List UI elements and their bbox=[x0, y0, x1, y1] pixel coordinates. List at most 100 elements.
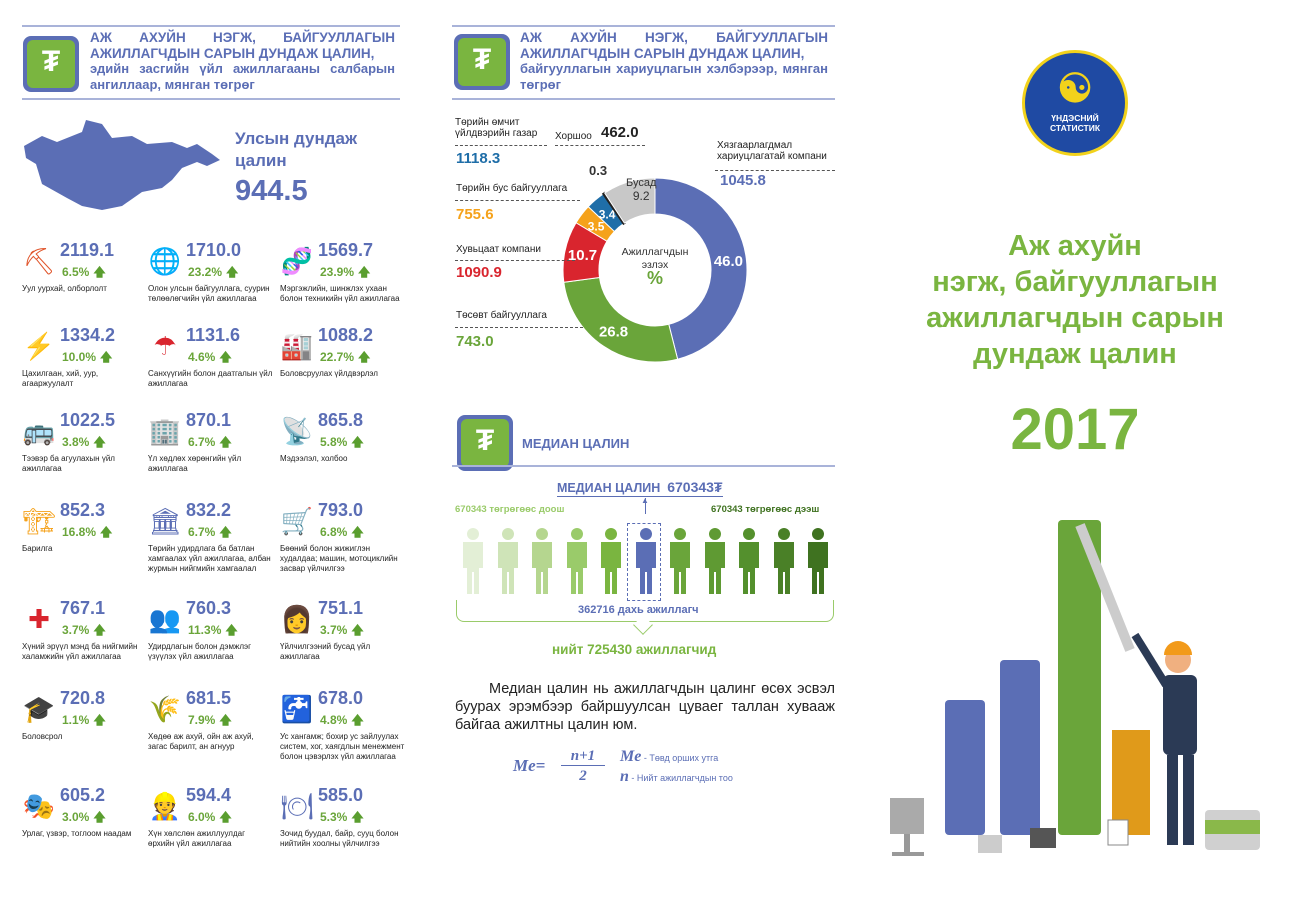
industry-label: Ус хангамж; бохир ус зайлуулах систем, х… bbox=[280, 732, 405, 761]
industry-salary: 2119.1 bbox=[60, 240, 115, 260]
up-arrow-icon: 🡅 bbox=[226, 265, 239, 279]
industry-salary: 678.0 bbox=[318, 688, 364, 708]
employment-donut-chart: 46.0 26.8 10.7 3.53.4 bbox=[562, 177, 748, 363]
industry-salary: 832.2 bbox=[186, 500, 232, 520]
donut-segment-label: 3.4 bbox=[599, 208, 616, 222]
median-section-title: МЕДИАН ЦАЛИН bbox=[522, 436, 630, 451]
salary-hand-icon: ₮ bbox=[23, 36, 79, 92]
painter-bars-illustration bbox=[890, 520, 1260, 856]
donut-center-label: Ажиллагчдын эзлэх % bbox=[605, 246, 705, 288]
up-arrow-icon: 🡅 bbox=[219, 810, 232, 824]
up-arrow-icon: 🡅 bbox=[93, 623, 106, 637]
person-icon bbox=[805, 528, 831, 596]
up-arrow-icon: 🡅 bbox=[351, 623, 364, 637]
industry-salary: 594.4 bbox=[186, 785, 232, 805]
middle-section-title: АЖ АХУЙН НЭГЖ, БАЙГУУЛЛАГЫН АЖИЛЛАГЧДЫН … bbox=[520, 30, 828, 92]
leader-line bbox=[555, 145, 645, 146]
up-arrow-icon: 🡅 bbox=[93, 810, 106, 824]
total-workers-label: нийт 725430 ажиллагчид bbox=[552, 642, 717, 657]
growth-percent: 23.2% bbox=[188, 265, 223, 279]
growth-percent: 6.7% bbox=[188, 525, 216, 539]
above-median-label: 670343 төгрөгөөс дээш bbox=[711, 504, 820, 515]
crane-icon: 🏗 bbox=[22, 506, 56, 536]
header-divider bbox=[452, 465, 835, 467]
industry-item: 🏛 832.2 6.7% 🡅 Төрийн удирдлага ба батлан… bbox=[148, 500, 273, 580]
industry-label: Санхүүгийн болон даатгалын үйл ажиллагаа bbox=[148, 369, 273, 388]
building-key-icon: 🏢 bbox=[148, 416, 182, 446]
title-main: АЖ АХУЙН НЭГЖ, БАЙГУУЛЛАГЫН АЖИЛЛАГЧДЫН … bbox=[520, 30, 828, 61]
segment-salary-budget: 743.0 bbox=[456, 333, 494, 350]
up-arrow-icon: 🡅 bbox=[219, 525, 232, 539]
main-title-line: ажиллагчдын сарын bbox=[926, 302, 1224, 334]
industry-item: 👷 594.4 6.0% 🡅 Хүн хөлслөн ажиллуулдаг өр… bbox=[148, 785, 273, 865]
person-icon bbox=[495, 528, 521, 596]
wheat-sun-icon: 🌾 bbox=[148, 694, 182, 724]
industry-salary: 605.2 bbox=[60, 785, 106, 805]
segment-label-state-owned: Төрийн өмчит үйлдвэрийн газар bbox=[455, 117, 538, 139]
leader-line bbox=[455, 327, 583, 328]
industry-label: Тээвэр ба агуулахын үйл ажиллагаа bbox=[22, 454, 115, 473]
industry-salary: 751.1 bbox=[318, 598, 364, 618]
industry-salary: 1131.6 bbox=[186, 325, 241, 345]
segment-other-pct: 9.2 bbox=[632, 189, 650, 203]
segment-salary-state-owned: 1118.3 bbox=[456, 150, 501, 167]
mining-icon: ⛏ bbox=[22, 246, 56, 276]
industry-item: ☂ 1131.6 4.6% 🡅 Санхүүгийн болон даатгалы… bbox=[148, 325, 273, 405]
national-average-label: Улсын дундаж цалин bbox=[235, 129, 358, 170]
main-title-line: Аж ахуйн bbox=[1008, 230, 1142, 262]
header-divider bbox=[452, 98, 835, 100]
donut-segment-label: 26.8 bbox=[599, 323, 628, 340]
person-icon bbox=[633, 528, 659, 596]
legend-n-text: Нийт ажиллагчдын тоо bbox=[636, 773, 733, 783]
formula-lhs: Me bbox=[513, 756, 536, 775]
growth-percent: 3.7% bbox=[320, 623, 348, 637]
donut-center-line: эзлэх bbox=[641, 259, 669, 271]
main-title-line: дундаж цалин bbox=[973, 338, 1177, 370]
industry-growth: 5.8% 🡅 bbox=[320, 433, 364, 454]
segment-salary-jsc: 1090.9 bbox=[456, 264, 502, 281]
industry-growth: 6.8% 🡅 bbox=[320, 523, 364, 544]
government-building-icon: 🏛 bbox=[148, 506, 182, 536]
industry-label: Зочид буудал, байр, сууц болон нийтийн х… bbox=[280, 829, 399, 848]
person-icon bbox=[702, 528, 728, 596]
title-main: АЖ АХУЙН НЭГЖ, БАЙГУУЛЛАГЫН АЖИЛЛАГЧДЫН … bbox=[90, 30, 395, 61]
title-sub: байгууллагын хариуцлагын хэлбэрээр, мянг… bbox=[520, 61, 828, 92]
growth-percent: 4.6% bbox=[188, 350, 216, 364]
industry-label: Төрийн удирдлага ба батлан хамгаалах үйл… bbox=[148, 544, 271, 573]
up-arrow-icon: 🡅 bbox=[93, 265, 106, 279]
donut-center-line: Ажиллагчдын bbox=[621, 246, 689, 258]
median-arrow-icon bbox=[645, 498, 646, 514]
growth-percent: 3.0% bbox=[62, 810, 90, 824]
formula-denominator: 2 bbox=[579, 768, 587, 784]
national-average-value: 944.5 bbox=[235, 175, 308, 207]
donut-center-percent: % bbox=[646, 268, 663, 288]
leader-line bbox=[455, 145, 547, 146]
industry-item: ⚡ 1334.2 10.0% 🡅 Цахилгаан, хий, уур, ага… bbox=[22, 325, 147, 405]
industry-item: 🌾 681.5 7.9% 🡅 Хөдөө аж ахуй, ойн аж ахуй… bbox=[148, 688, 273, 768]
up-arrow-icon: 🡅 bbox=[358, 350, 371, 364]
formula-legend-n: n - Нийт ажиллагчдын тоо bbox=[620, 768, 733, 785]
industry-salary: 865.8 bbox=[318, 410, 364, 430]
growth-percent: 16.8% bbox=[62, 525, 97, 539]
mongolia-map-icon bbox=[24, 120, 220, 210]
industry-growth: 4.6% 🡅 bbox=[188, 348, 232, 369]
industry-growth: 23.9% 🡅 bbox=[320, 263, 370, 284]
industry-growth: 6.5% 🡅 bbox=[62, 263, 106, 284]
industry-label: Боловсруулах үйлдвэрлэл bbox=[280, 369, 378, 378]
median-description: Медиан цалин нь ажиллагчдын цалинг өсөх … bbox=[455, 681, 835, 733]
industry-item: 🛒 793.0 6.8% 🡅 Бөөний болон жижиглэн худа… bbox=[280, 500, 405, 580]
industry-label: Үйлчилгээний бусад үйл ажиллагаа bbox=[280, 642, 371, 661]
logo-text: ҮНДЭСНИЙ bbox=[1051, 113, 1099, 123]
segment-other-name: Бусад bbox=[626, 177, 657, 189]
up-arrow-icon: 🡅 bbox=[219, 435, 232, 449]
woman-icon: 👩 bbox=[280, 604, 314, 634]
up-arrow-icon: 🡅 bbox=[351, 525, 364, 539]
worker-shovel-icon: 👷 bbox=[148, 791, 182, 821]
person-icon bbox=[598, 528, 624, 596]
up-arrow-icon: 🡅 bbox=[358, 265, 371, 279]
industry-label: Хүний эрүүл мэнд ба нийгмийн халамжийн ү… bbox=[22, 642, 138, 661]
donut-segment bbox=[603, 177, 656, 224]
salary-hand-icon: ₮ bbox=[457, 415, 513, 471]
industry-item: 👩 751.1 3.7% 🡅 Үйлчилгээний бусад үйл ажи… bbox=[280, 598, 405, 678]
factory-icon: 🏭 bbox=[280, 331, 314, 361]
